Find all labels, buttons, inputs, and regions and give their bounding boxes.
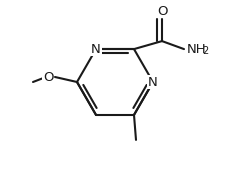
Text: N: N [91, 43, 101, 56]
Text: 2: 2 [202, 46, 208, 56]
Text: O: O [157, 5, 167, 18]
Text: NH: NH [187, 43, 207, 56]
Text: N: N [148, 76, 158, 89]
Text: O: O [43, 71, 53, 83]
